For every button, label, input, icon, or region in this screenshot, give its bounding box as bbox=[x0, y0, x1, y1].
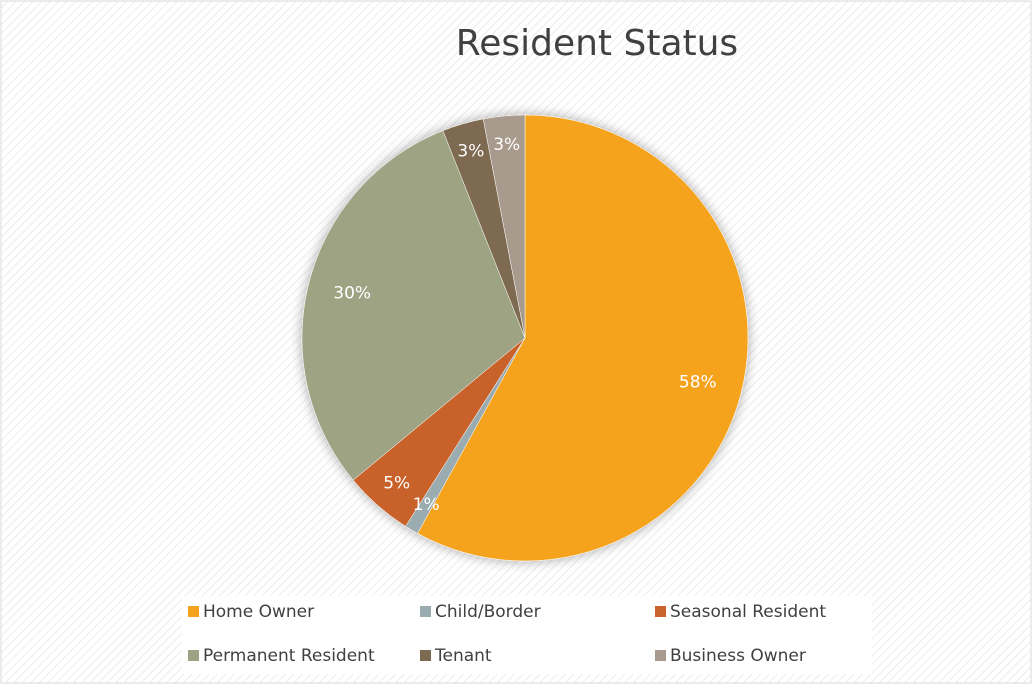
legend-label: Business Owner bbox=[670, 646, 806, 666]
legend-swatch bbox=[655, 650, 666, 661]
legend-label: Tenant bbox=[434, 646, 492, 666]
data-label: 3% bbox=[457, 142, 484, 162]
legend-box bbox=[182, 596, 872, 674]
legend-swatch bbox=[420, 606, 431, 617]
legend-swatch bbox=[420, 650, 431, 661]
data-label: 30% bbox=[333, 284, 371, 304]
pie-slice bbox=[417, 114, 749, 562]
data-label: 58% bbox=[679, 372, 717, 392]
legend-swatch bbox=[188, 606, 199, 617]
legend-swatch bbox=[188, 650, 199, 661]
legend-swatch bbox=[655, 606, 666, 617]
pie-slice bbox=[301, 130, 526, 481]
chart-title: Resident Status bbox=[456, 23, 738, 64]
pie bbox=[301, 114, 749, 562]
data-label: 1% bbox=[413, 495, 440, 515]
pie-slice bbox=[482, 114, 526, 339]
legend-label: Seasonal Resident bbox=[670, 602, 826, 622]
data-label: 3% bbox=[493, 135, 520, 155]
legend-label: Home Owner bbox=[203, 602, 314, 622]
legend-label: Permanent Resident bbox=[203, 646, 375, 666]
legend-label: Child/Border bbox=[435, 602, 541, 622]
data-label: 5% bbox=[383, 474, 410, 494]
